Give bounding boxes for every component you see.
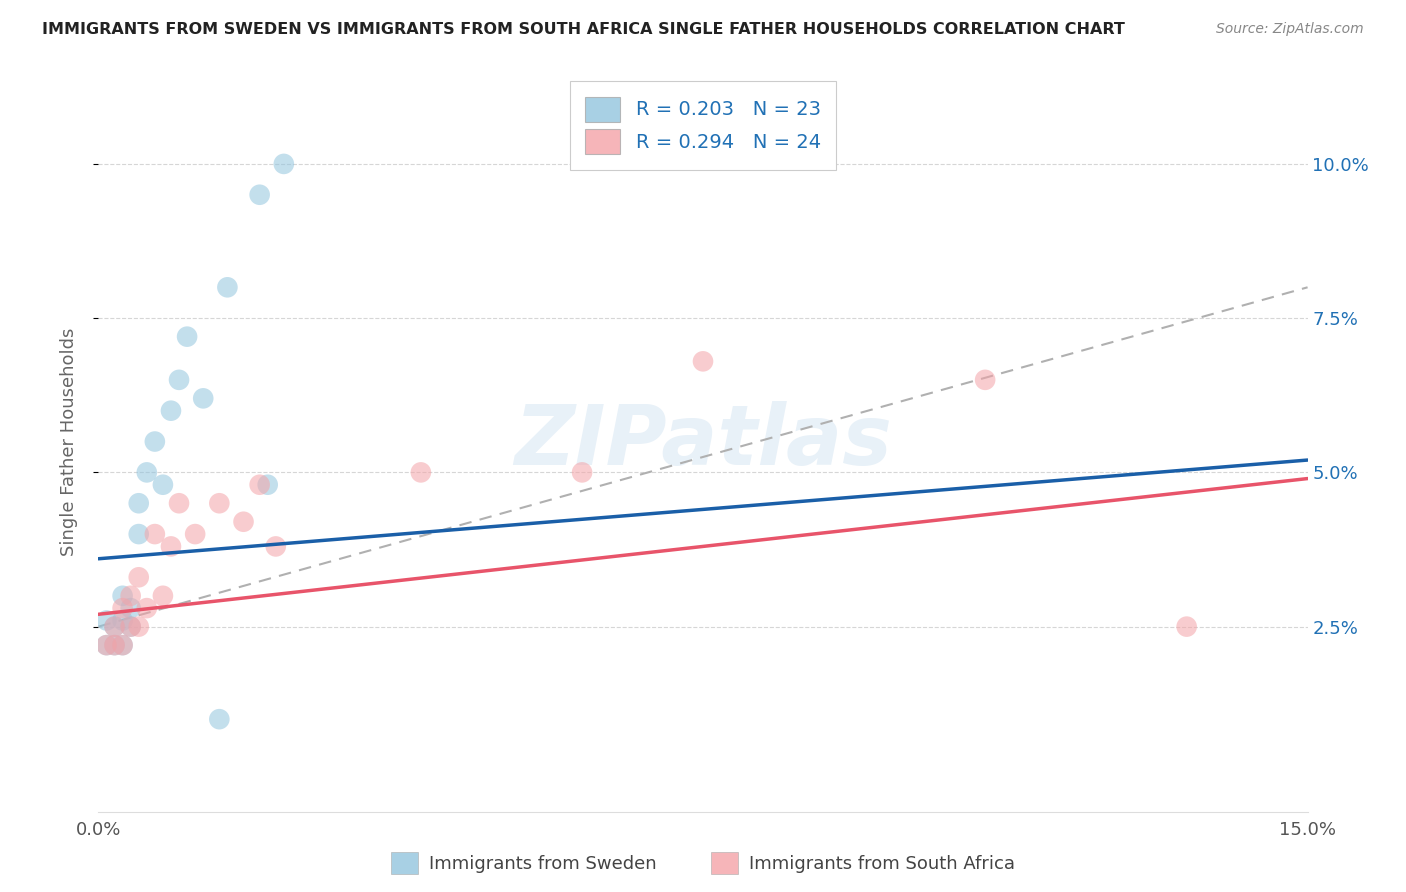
- Point: [96, 614, 118, 628]
- Point: [692, 354, 714, 368]
- Point: [273, 157, 295, 171]
- Point: [120, 619, 142, 633]
- Point: [120, 619, 142, 633]
- Point: [103, 638, 125, 652]
- Point: [217, 280, 239, 294]
- Point: [128, 619, 150, 633]
- Point: [96, 638, 118, 652]
- Point: [167, 496, 190, 510]
- Point: [160, 540, 183, 554]
- Point: [111, 601, 134, 615]
- Point: [128, 496, 150, 510]
- Point: [103, 619, 125, 633]
- Point: [571, 466, 593, 480]
- Point: [264, 540, 287, 554]
- Point: [232, 515, 254, 529]
- Point: [135, 601, 157, 615]
- Text: Source: ZipAtlas.com: Source: ZipAtlas.com: [1216, 22, 1364, 37]
- Point: [103, 638, 125, 652]
- Point: [176, 329, 198, 343]
- Point: [135, 466, 157, 480]
- Text: IMMIGRANTS FROM SWEDEN VS IMMIGRANTS FROM SOUTH AFRICA SINGLE FATHER HOUSEHOLDS : IMMIGRANTS FROM SWEDEN VS IMMIGRANTS FRO…: [42, 22, 1125, 37]
- Point: [208, 712, 231, 726]
- Point: [208, 496, 231, 510]
- Point: [143, 434, 166, 449]
- Point: [120, 589, 142, 603]
- Y-axis label: Single Father Households: Single Father Households: [59, 327, 77, 556]
- Point: [111, 589, 134, 603]
- Point: [152, 477, 174, 491]
- Point: [409, 466, 432, 480]
- Point: [160, 403, 183, 417]
- Point: [128, 527, 150, 541]
- Point: [111, 614, 134, 628]
- Point: [120, 601, 142, 615]
- Point: [128, 570, 150, 584]
- Point: [249, 477, 271, 491]
- Text: ZIPatlas: ZIPatlas: [515, 401, 891, 482]
- Point: [111, 638, 134, 652]
- Point: [974, 373, 997, 387]
- Point: [143, 527, 166, 541]
- Point: [152, 589, 174, 603]
- Point: [103, 619, 125, 633]
- Point: [167, 373, 190, 387]
- Point: [193, 392, 215, 406]
- Point: [1175, 619, 1198, 633]
- Legend: R = 0.203   N = 23, R = 0.294   N = 24: R = 0.203 N = 23, R = 0.294 N = 24: [569, 81, 837, 170]
- Point: [184, 527, 207, 541]
- Point: [249, 187, 271, 202]
- Point: [256, 477, 278, 491]
- Point: [96, 638, 118, 652]
- Point: [111, 638, 134, 652]
- Legend: Immigrants from Sweden, Immigrants from South Africa: Immigrants from Sweden, Immigrants from …: [382, 843, 1024, 883]
